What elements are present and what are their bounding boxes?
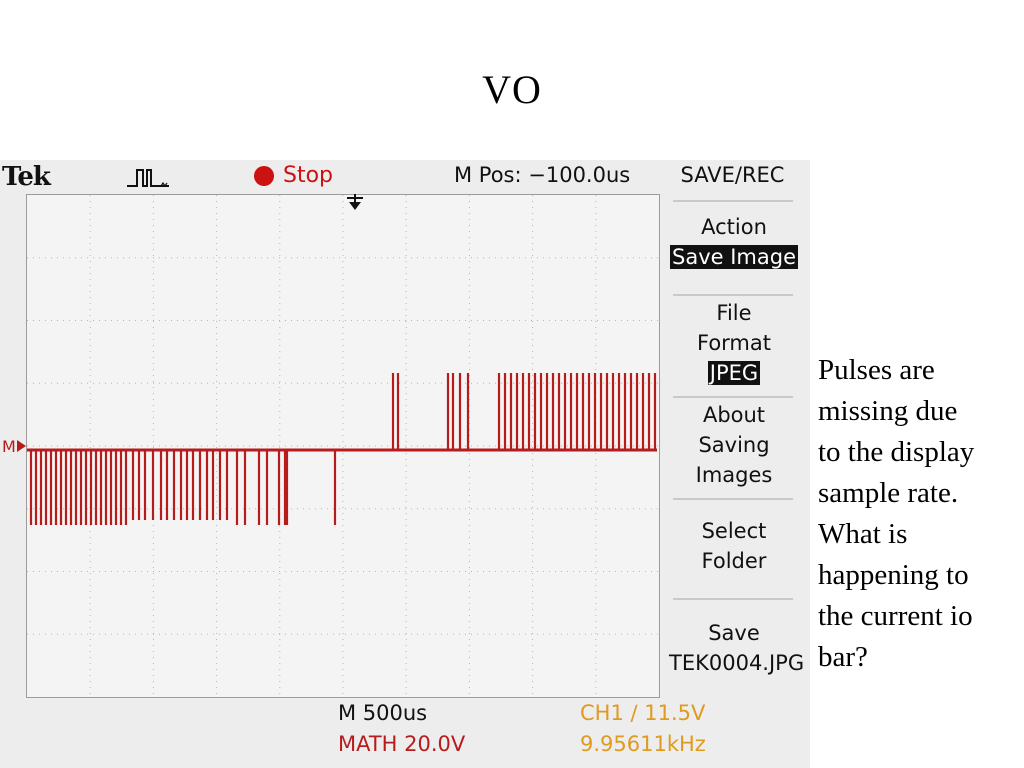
menu-divider xyxy=(673,498,793,500)
note-line: Pulses are xyxy=(818,354,935,386)
select-folder-button[interactable]: Select Folder xyxy=(669,516,799,576)
menu-divider xyxy=(673,200,793,202)
action-value: Save Image xyxy=(670,245,798,269)
frequency-readout: 9.95611kHz xyxy=(580,732,706,756)
tek-logo: Tek xyxy=(2,162,51,192)
scope-header: Tek Stop M Pos: −100.0us xyxy=(0,160,660,194)
select-label-1: Select xyxy=(701,519,767,543)
save-filename: TEK0004.JPG xyxy=(669,651,805,675)
file-format-label-2: Format xyxy=(696,331,771,355)
menu-title: SAVE/REC xyxy=(680,163,785,187)
about-label-1: About xyxy=(702,403,766,427)
graticule xyxy=(27,195,659,697)
trigger-position-icon xyxy=(347,194,363,210)
action-label: Action xyxy=(701,215,767,239)
slide-note: Pulses are missing due to the display sa… xyxy=(818,350,1018,678)
save-rec-menu: SAVE/REC Action Save Image File Format J… xyxy=(665,160,810,720)
math-scale-readout: MATH 20.0V xyxy=(338,732,466,756)
stop-indicator-icon xyxy=(254,166,274,186)
about-saving-images-button[interactable]: About Saving Images xyxy=(669,400,799,490)
file-format-label-1: File xyxy=(716,301,752,325)
menu-divider xyxy=(673,294,793,296)
file-format-value: JPEG xyxy=(707,361,761,385)
timebase-readout: M 500us xyxy=(338,701,428,725)
menu-divider xyxy=(673,396,793,398)
save-button[interactable]: Save TEK0004.JPG xyxy=(669,618,805,678)
slide-title: VO xyxy=(482,67,542,112)
marker-label: M xyxy=(2,437,16,456)
ch1-trigger-readout: CH1 ∕ 11.5V xyxy=(580,701,706,725)
note-line: sample rate. xyxy=(818,477,959,509)
waveform-display xyxy=(26,194,660,698)
note-line: to the display xyxy=(818,436,975,468)
action-menu-button[interactable]: Action Save Image xyxy=(669,212,799,272)
acquisition-pulse-icon xyxy=(127,169,169,188)
run-state-label: Stop xyxy=(283,163,334,188)
note-line: What is xyxy=(818,518,908,550)
note-line: bar? xyxy=(818,641,868,673)
oscilloscope-screenshot: Tek Stop M Pos: −100.0us M SAVE/REC Acti… xyxy=(0,160,810,768)
note-line: missing due xyxy=(818,395,958,427)
note-line: the current io xyxy=(818,600,973,632)
note-line: happening to xyxy=(818,559,969,591)
horizontal-position-readout: M Pos: −100.0us xyxy=(454,163,631,187)
math-ref-marker-icon: M xyxy=(2,437,26,456)
about-label-2: Saving xyxy=(698,433,770,457)
save-label: Save xyxy=(708,621,760,645)
menu-divider xyxy=(673,598,793,600)
select-label-2: Folder xyxy=(701,549,767,573)
about-label-3: Images xyxy=(695,463,773,487)
file-format-menu-button[interactable]: File Format JPEG xyxy=(669,298,799,388)
